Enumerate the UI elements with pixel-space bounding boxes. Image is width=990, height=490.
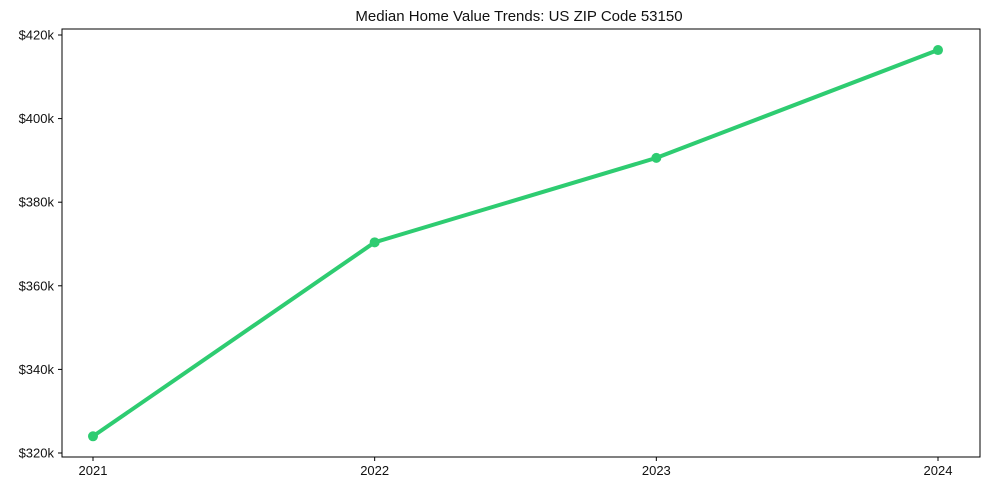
x-axis-tick-label: 2022 xyxy=(360,463,389,478)
y-axis-tick-label: $380k xyxy=(19,195,55,210)
y-axis-tick-label: $360k xyxy=(19,278,55,293)
y-axis-tick-label: $420k xyxy=(19,28,55,43)
series-line xyxy=(91,48,940,439)
x-axis-tick-label: 2023 xyxy=(642,463,671,478)
data-point-marker xyxy=(933,45,943,56)
data-point-marker xyxy=(651,152,662,163)
x-axis-tick-label: 2021 xyxy=(79,463,108,478)
y-axis-tick-label: $400k xyxy=(19,111,55,126)
y-axis-tick-label: $340k xyxy=(19,362,55,377)
x-axis-tick-label: 2024 xyxy=(924,463,953,478)
plot-area: $320k $340k $360k $380k $400k $420k 2021 2022 20… xyxy=(19,28,981,478)
chart-title: Median Home Value Trends: US ZIP Code 53… xyxy=(355,8,682,25)
y-axis-tick-label: $320k xyxy=(19,446,55,461)
plot-frame xyxy=(61,28,981,458)
data-point-marker xyxy=(88,431,98,442)
data-point-marker xyxy=(369,237,380,248)
